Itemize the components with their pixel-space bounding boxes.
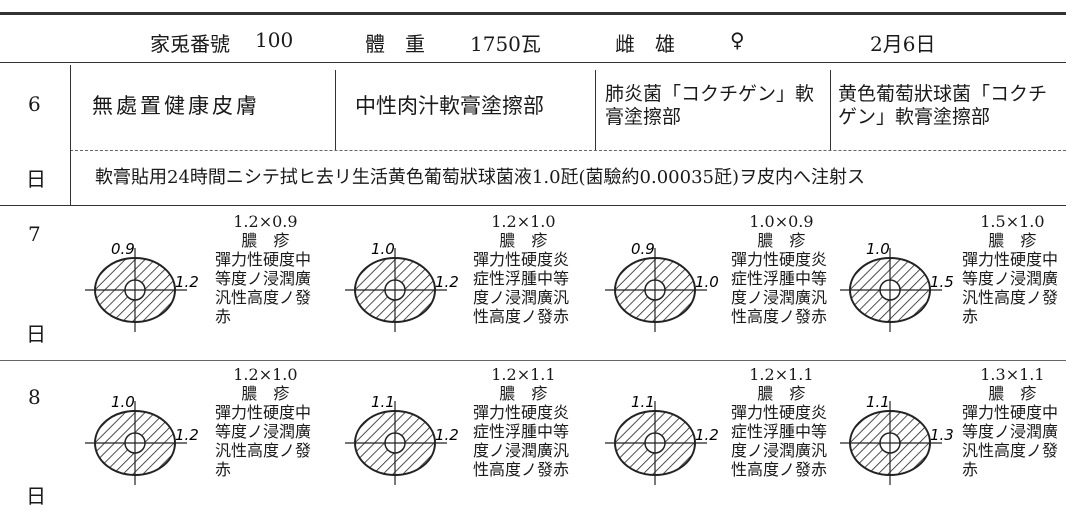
date: 2月6日 bbox=[870, 32, 936, 56]
horizontal-size: 1.2 bbox=[175, 273, 199, 291]
size: 1.5×1.0 bbox=[980, 212, 1045, 231]
day-suffix: 日 bbox=[26, 322, 46, 346]
description: 彈力性硬度中等度ノ浸潤廣汎性高度ノ發赤 bbox=[962, 403, 1059, 479]
rabbit-label: 家兎番號 bbox=[150, 32, 230, 56]
horizontal-size: 1.5 bbox=[930, 273, 954, 291]
rule bbox=[595, 70, 596, 150]
observation-cell: 1.1 1.3 1.3×1.1 膿 疹彈力性硬度中等度ノ浸潤廣汎性高度ノ發赤 bbox=[830, 365, 1065, 515]
findings: 1.2×0.9 膿 疹彈力性硬度中等度ノ浸潤廣汎性高度ノ發赤 bbox=[215, 212, 316, 326]
lesion-sketch: 1.1 1.2 bbox=[345, 393, 459, 485]
rule bbox=[0, 12, 1066, 15]
observation-cell: 0.9 1.2 1.2×0.9 膿 疹彈力性硬度中等度ノ浸潤廣汎性高度ノ發赤 bbox=[75, 212, 311, 362]
rule bbox=[0, 62, 1066, 63]
vertical-size: 1.1 bbox=[631, 393, 655, 411]
day: 6 bbox=[28, 92, 41, 116]
description: 彈力性硬度中等度ノ浸潤廣汎性高度ノ發赤 bbox=[215, 250, 312, 326]
weight-label: 體 重 bbox=[365, 32, 425, 56]
observation-cell: 1.0 1.2 1.2×1.0 膿 疹彈力性硬度中等度ノ浸潤廣汎性高度ノ發赤 bbox=[75, 365, 311, 515]
rule bbox=[335, 70, 336, 150]
size: 1.3×1.1 bbox=[980, 365, 1045, 384]
lesion-type: 膿 疹 bbox=[988, 384, 1037, 403]
note: 軟膏貼用24時間ニシテ拭ヒ去リ生活黄色葡萄狀球菌液1.0瓩(菌驗約0.00035… bbox=[95, 167, 866, 188]
observation-cell: 1.0 1.5 1.5×1.0 膿 疹彈力性硬度中等度ノ浸潤廣汎性高度ノ發赤 bbox=[830, 212, 1065, 362]
vertical-size: 1.0 bbox=[111, 393, 135, 411]
description: 彈力性硬度中等度ノ浸潤廣汎性高度ノ發赤 bbox=[962, 250, 1059, 326]
site: 肺炎菌「コクチゲン」軟膏塗擦部 bbox=[605, 83, 815, 128]
lesion-sketch: 0.9 1.2 bbox=[85, 240, 199, 332]
observation-cell: 0.9 1.0 1.0×0.9 膿 疹彈力性硬度炎症性浮腫中等度ノ浸潤廣汎性高度ノ發赤 bbox=[595, 212, 830, 362]
description: 彈力性硬度炎症性浮腫中等度ノ浸潤廣汎性高度ノ發赤 bbox=[473, 403, 570, 479]
lesion-sketch: 1.1 1.2 bbox=[605, 393, 719, 485]
day-suffix: 日 bbox=[26, 167, 46, 191]
rule bbox=[0, 205, 1066, 206]
size: 1.2×1.0 bbox=[491, 212, 556, 231]
vertical-size: 0.9 bbox=[631, 240, 655, 258]
lesion-sketch: 1.0 1.2 bbox=[345, 240, 459, 332]
horizontal-size: 1.2 bbox=[695, 426, 719, 444]
findings: 1.5×1.0 膿 疹彈力性硬度中等度ノ浸潤廣汎性高度ノ發赤 bbox=[962, 212, 1063, 326]
rabbit-no: 100 bbox=[255, 28, 294, 52]
description: 彈力性硬度炎症性浮腫中等度ノ浸潤廣汎性高度ノ發赤 bbox=[473, 250, 570, 326]
size: 1.2×1.0 bbox=[233, 365, 298, 384]
horizontal-size: 1.3 bbox=[930, 426, 954, 444]
lesion-sketch: 1.1 1.3 bbox=[840, 393, 954, 485]
lesion-sketch: 0.9 1.0 bbox=[605, 240, 719, 332]
horizontal-size: 1.0 bbox=[695, 273, 719, 291]
site: 中性肉汁軟膏塗擦部 bbox=[355, 94, 544, 118]
rule bbox=[70, 150, 1066, 151]
rule bbox=[70, 65, 71, 205]
horizontal-size: 1.2 bbox=[175, 426, 199, 444]
vertical-size: 1.0 bbox=[866, 240, 890, 258]
lesion-type: 膿 疹 bbox=[499, 231, 548, 250]
description: 彈力性硬度炎症性浮腫中等度ノ浸潤廣汎性高度ノ發赤 bbox=[731, 250, 828, 326]
horizontal-size: 1.2 bbox=[435, 426, 459, 444]
size: 1.2×1.1 bbox=[491, 365, 556, 384]
observation-cell: 1.1 1.2 1.2×1.1 膿 疹彈力性硬度炎症性浮腫中等度ノ浸潤廣汎性高度ノ發赤 bbox=[595, 365, 830, 515]
lesion-sketch: 1.0 1.5 bbox=[840, 240, 954, 332]
findings: 1.2×1.0 膿 疹彈力性硬度中等度ノ浸潤廣汎性高度ノ發赤 bbox=[215, 365, 316, 479]
horizontal-size: 1.2 bbox=[435, 273, 459, 291]
findings: 1.3×1.1 膿 疹彈力性硬度中等度ノ浸潤廣汎性高度ノ發赤 bbox=[962, 365, 1063, 479]
size: 1.2×1.1 bbox=[749, 365, 814, 384]
rule bbox=[830, 70, 831, 150]
weight: 1750瓦 bbox=[470, 32, 541, 56]
size: 1.0×0.9 bbox=[749, 212, 814, 231]
site: 黄色葡萄狀球菌「コクチゲン」軟膏塗擦部 bbox=[838, 83, 1048, 128]
description: 彈力性硬度中等度ノ浸潤廣汎性高度ノ發赤 bbox=[215, 403, 312, 479]
day-suffix: 日 bbox=[26, 484, 46, 508]
lesion-type: 膿 疹 bbox=[499, 384, 548, 403]
findings: 1.0×0.9 膿 疹彈力性硬度炎症性浮腫中等度ノ浸潤廣汎性高度ノ發赤 bbox=[731, 212, 832, 326]
findings: 1.2×1.1 膿 疹彈力性硬度炎症性浮腫中等度ノ浸潤廣汎性高度ノ發赤 bbox=[731, 365, 832, 479]
vertical-size: 1.1 bbox=[866, 393, 890, 411]
size: 1.2×0.9 bbox=[233, 212, 298, 231]
rule bbox=[0, 360, 1066, 361]
observation-cell: 1.1 1.2 1.2×1.1 膿 疹彈力性硬度炎症性浮腫中等度ノ浸潤廣汎性高度ノ發赤 bbox=[335, 365, 570, 515]
vertical-size: 1.0 bbox=[371, 240, 395, 258]
sex-label: 雌 雄 bbox=[615, 32, 675, 56]
day: 8 bbox=[28, 385, 41, 409]
lesion-type: 膿 疹 bbox=[757, 384, 806, 403]
lesion-type: 膿 疹 bbox=[241, 231, 290, 250]
observation-cell: 1.0 1.2 1.2×1.0 膿 疹彈力性硬度炎症性浮腫中等度ノ浸潤廣汎性高度ノ發赤 bbox=[335, 212, 570, 362]
lesion-type: 膿 疹 bbox=[988, 231, 1037, 250]
findings: 1.2×1.1 膿 疹彈力性硬度炎症性浮腫中等度ノ浸潤廣汎性高度ノ發赤 bbox=[473, 365, 574, 479]
vertical-size: 1.1 bbox=[371, 393, 395, 411]
findings: 1.2×1.0 膿 疹彈力性硬度炎症性浮腫中等度ノ浸潤廣汎性高度ノ發赤 bbox=[473, 212, 574, 326]
lesion-sketch: 1.0 1.2 bbox=[85, 393, 199, 485]
sex: ♀ bbox=[730, 28, 745, 52]
day: 7 bbox=[28, 222, 41, 246]
lesion-type: 膿 疹 bbox=[241, 384, 290, 403]
site: 無處置健康皮膚 bbox=[92, 94, 260, 118]
vertical-size: 0.9 bbox=[111, 240, 135, 258]
lesion-type: 膿 疹 bbox=[757, 231, 806, 250]
description: 彈力性硬度炎症性浮腫中等度ノ浸潤廣汎性高度ノ發赤 bbox=[731, 403, 828, 479]
